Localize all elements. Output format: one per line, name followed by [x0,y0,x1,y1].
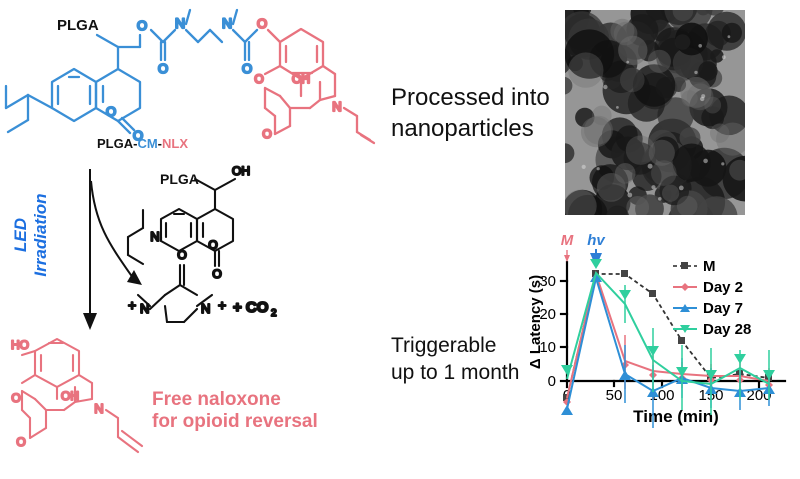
svg-text:Day 2: Day 2 [703,279,743,296]
svg-text:Day 7: Day 7 [703,300,743,317]
svg-text:Day 28: Day 28 [703,321,751,338]
svg-text:Time (min): Time (min) [633,407,719,426]
svg-text:Δ Latency (s): Δ Latency (s) [527,275,544,369]
svg-text:M: M [561,232,574,249]
svg-text:hv: hv [587,232,606,249]
svg-text:M: M [703,258,716,275]
svg-text:50: 50 [606,387,623,404]
svg-text:0: 0 [548,373,556,390]
